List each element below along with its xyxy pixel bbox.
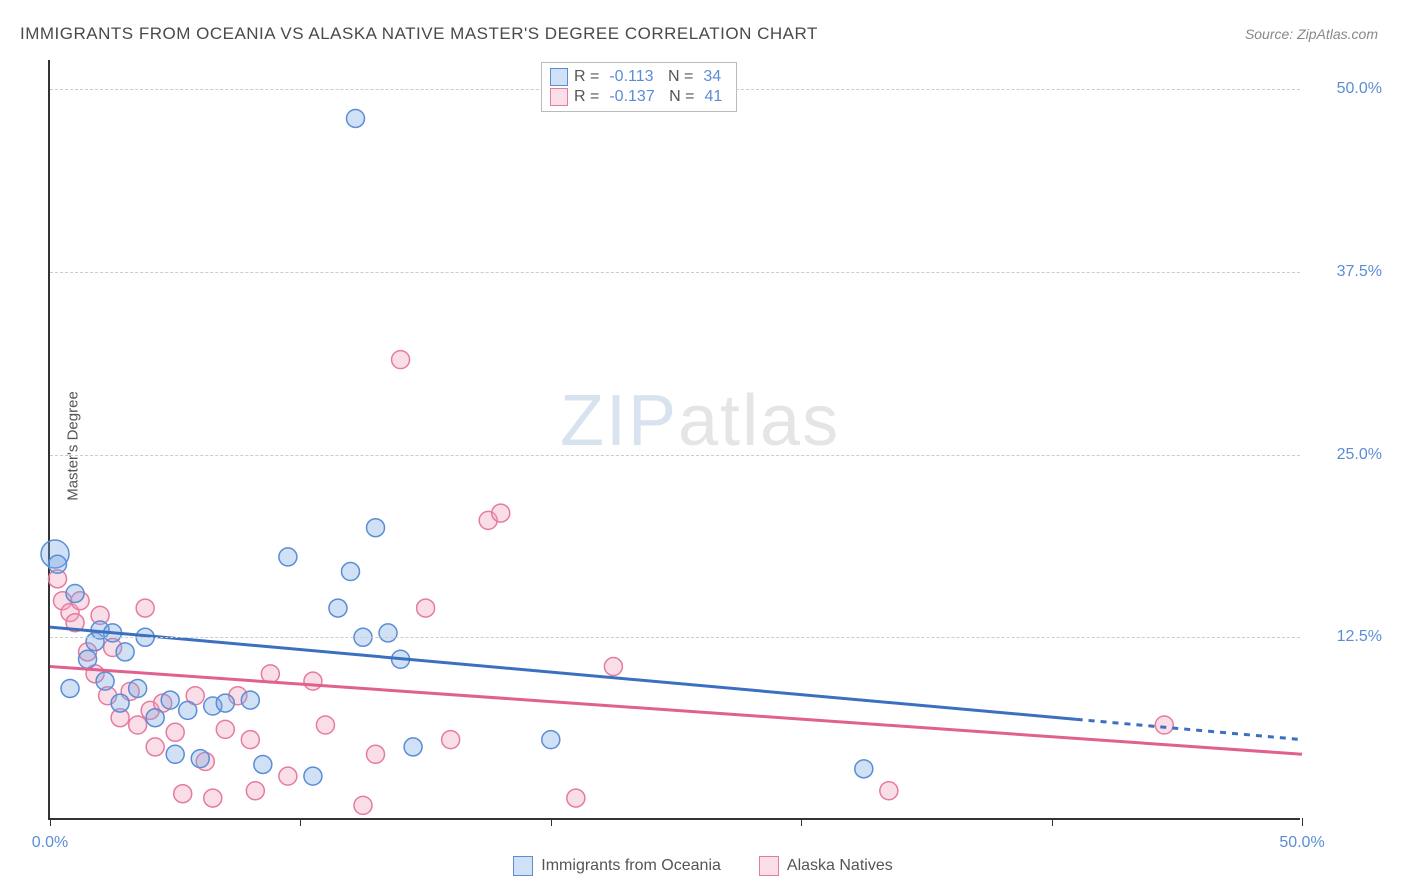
scatter-point-pink [567,789,585,807]
x-tick [50,818,51,826]
scatter-point-blue [111,694,129,712]
scatter-point-blue [79,650,97,668]
legend-item-blue: Immigrants from Oceania [513,856,721,876]
scatter-point-pink [880,782,898,800]
chart-title: IMMIGRANTS FROM OCEANIA VS ALASKA NATIVE… [20,24,818,44]
chart-svg [50,60,1300,818]
scatter-point-blue [96,672,114,690]
scatter-point-blue [279,548,297,566]
scatter-point-pink [1155,716,1173,734]
scatter-point-blue [304,767,322,785]
x-tick-label: 50.0% [1279,834,1324,852]
legend-label-pink: Alaska Natives [787,857,893,875]
scatter-point-pink [204,789,222,807]
scatter-point-blue [346,109,364,127]
scatter-point-pink [246,782,264,800]
grid-line [50,637,1300,638]
legend-item-pink: Alaska Natives [759,856,893,876]
scatter-point-blue [49,555,67,573]
legend-swatch-blue [513,856,533,876]
scatter-point-blue [341,563,359,581]
stats-row-blue: R = -0.113 N = 34 [550,67,726,87]
scatter-point-pink [129,716,147,734]
scatter-point-blue [241,691,259,709]
y-tick-label: 12.5% [1312,628,1382,646]
source-attribution: Source: ZipAtlas.com [1245,26,1378,42]
scatter-point-pink [146,738,164,756]
x-tick [551,818,552,826]
scatter-point-pink [442,731,460,749]
scatter-point-blue [66,584,84,602]
scatter-point-pink [174,785,192,803]
scatter-point-pink [367,745,385,763]
x-tick [300,818,301,826]
legend-label-blue: Immigrants from Oceania [541,857,721,875]
scatter-point-pink [136,599,154,617]
trendline-pink [50,667,1302,755]
x-tick [801,818,802,826]
scatter-point-pink [604,658,622,676]
y-tick-label: 37.5% [1312,263,1382,281]
scatter-point-blue [216,694,234,712]
stats-legend-box: R = -0.113 N = 34 R = -0.137 N = 41 [541,62,737,112]
scatter-point-pink [492,504,510,522]
bottom-legend: Immigrants from Oceania Alaska Natives [0,856,1406,876]
scatter-point-blue [379,624,397,642]
scatter-point-pink [216,720,234,738]
swatch-blue [550,68,568,86]
scatter-point-pink [354,796,372,814]
scatter-point-pink [279,767,297,785]
scatter-point-blue [146,709,164,727]
legend-swatch-pink [759,856,779,876]
scatter-point-blue [166,745,184,763]
stats-row-pink: R = -0.137 N = 41 [550,87,726,107]
scatter-point-pink [392,351,410,369]
scatter-point-blue [179,701,197,719]
swatch-pink [550,88,568,106]
y-tick-label: 50.0% [1312,80,1382,98]
scatter-point-blue [542,731,560,749]
scatter-point-blue [855,760,873,778]
scatter-point-blue [116,643,134,661]
scatter-point-blue [329,599,347,617]
grid-line [50,455,1300,456]
scatter-point-pink [304,672,322,690]
scatter-point-blue [254,755,272,773]
scatter-point-pink [316,716,334,734]
y-tick-label: 25.0% [1312,446,1382,464]
plot-area: ZIPatlas 12.5%25.0%37.5%50.0%0.0%50.0% [48,60,1300,820]
scatter-point-blue [161,691,179,709]
scatter-point-pink [417,599,435,617]
scatter-point-blue [191,750,209,768]
scatter-point-pink [166,723,184,741]
scatter-point-blue [404,738,422,756]
x-tick [1302,818,1303,826]
scatter-point-pink [241,731,259,749]
trendline-blue-dashed [1077,719,1302,739]
scatter-point-blue [367,519,385,537]
scatter-point-blue [129,679,147,697]
x-tick [1052,818,1053,826]
grid-line [50,272,1300,273]
x-tick-label: 0.0% [32,834,68,852]
scatter-point-blue [61,679,79,697]
